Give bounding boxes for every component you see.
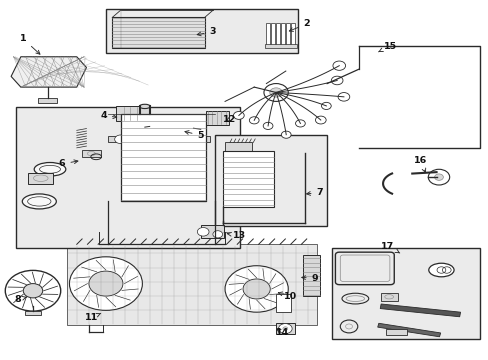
Bar [106, 9, 297, 53]
Bar [215, 135, 326, 226]
Text: 2: 2 [289, 19, 309, 31]
Circle shape [224, 266, 287, 312]
Bar [16, 107, 239, 248]
Circle shape [269, 88, 282, 97]
Bar [201, 225, 224, 238]
Bar [116, 106, 148, 121]
Text: 12: 12 [223, 115, 236, 124]
Ellipse shape [34, 162, 66, 176]
Circle shape [197, 228, 208, 236]
Circle shape [278, 324, 291, 334]
Circle shape [434, 174, 443, 180]
Circle shape [243, 279, 270, 299]
Bar [302, 255, 319, 296]
Circle shape [332, 61, 345, 70]
Circle shape [23, 284, 42, 298]
Circle shape [331, 76, 342, 85]
Circle shape [315, 116, 325, 124]
Circle shape [264, 84, 287, 102]
Bar [276, 323, 294, 334]
Bar [112, 18, 204, 48]
Bar [271, 23, 275, 46]
Text: 3: 3 [197, 27, 216, 36]
Bar [108, 136, 210, 143]
Circle shape [295, 120, 305, 127]
Text: 7: 7 [306, 188, 323, 197]
Circle shape [126, 135, 138, 144]
Text: 8: 8 [14, 295, 26, 304]
Circle shape [263, 122, 272, 130]
Bar [266, 23, 270, 46]
Polygon shape [11, 57, 86, 87]
Circle shape [165, 123, 173, 129]
Bar [380, 304, 460, 317]
Bar [81, 150, 101, 157]
Bar [67, 244, 317, 325]
Text: 15: 15 [378, 41, 396, 52]
Ellipse shape [428, 263, 453, 277]
Bar [380, 293, 397, 301]
Circle shape [281, 131, 290, 138]
Bar [285, 23, 289, 46]
Bar [276, 23, 280, 46]
Text: 9: 9 [301, 274, 318, 283]
Circle shape [283, 327, 287, 330]
Text: 1: 1 [20, 35, 40, 54]
Text: 13: 13 [227, 231, 245, 240]
Bar [149, 117, 193, 135]
Bar [222, 152, 273, 207]
Ellipse shape [22, 194, 56, 209]
Bar [385, 329, 407, 336]
Circle shape [321, 102, 330, 109]
Ellipse shape [139, 104, 150, 109]
Circle shape [337, 93, 349, 101]
Bar [264, 44, 296, 48]
Text: 17: 17 [381, 242, 399, 253]
Bar [377, 323, 440, 337]
Circle shape [249, 117, 259, 124]
Text: 5: 5 [184, 131, 203, 140]
Bar [331, 248, 479, 339]
Circle shape [212, 231, 222, 238]
Text: 10: 10 [278, 292, 297, 301]
Circle shape [427, 169, 449, 185]
Circle shape [158, 118, 180, 134]
Circle shape [233, 112, 244, 120]
Bar [224, 143, 251, 152]
Bar [38, 98, 57, 103]
Text: 14: 14 [275, 328, 288, 337]
Circle shape [115, 135, 126, 144]
Bar [276, 294, 290, 312]
Bar [290, 23, 294, 46]
Circle shape [89, 271, 122, 296]
Bar [120, 114, 205, 202]
Circle shape [5, 270, 61, 311]
Circle shape [69, 257, 142, 310]
Bar [205, 111, 228, 125]
Text: 6: 6 [59, 159, 78, 168]
Bar [28, 173, 53, 184]
Text: 4: 4 [100, 111, 117, 120]
Bar [25, 311, 41, 315]
Circle shape [139, 135, 150, 144]
Text: 16: 16 [413, 156, 426, 172]
Text: 11: 11 [84, 313, 101, 322]
Bar [281, 23, 285, 46]
